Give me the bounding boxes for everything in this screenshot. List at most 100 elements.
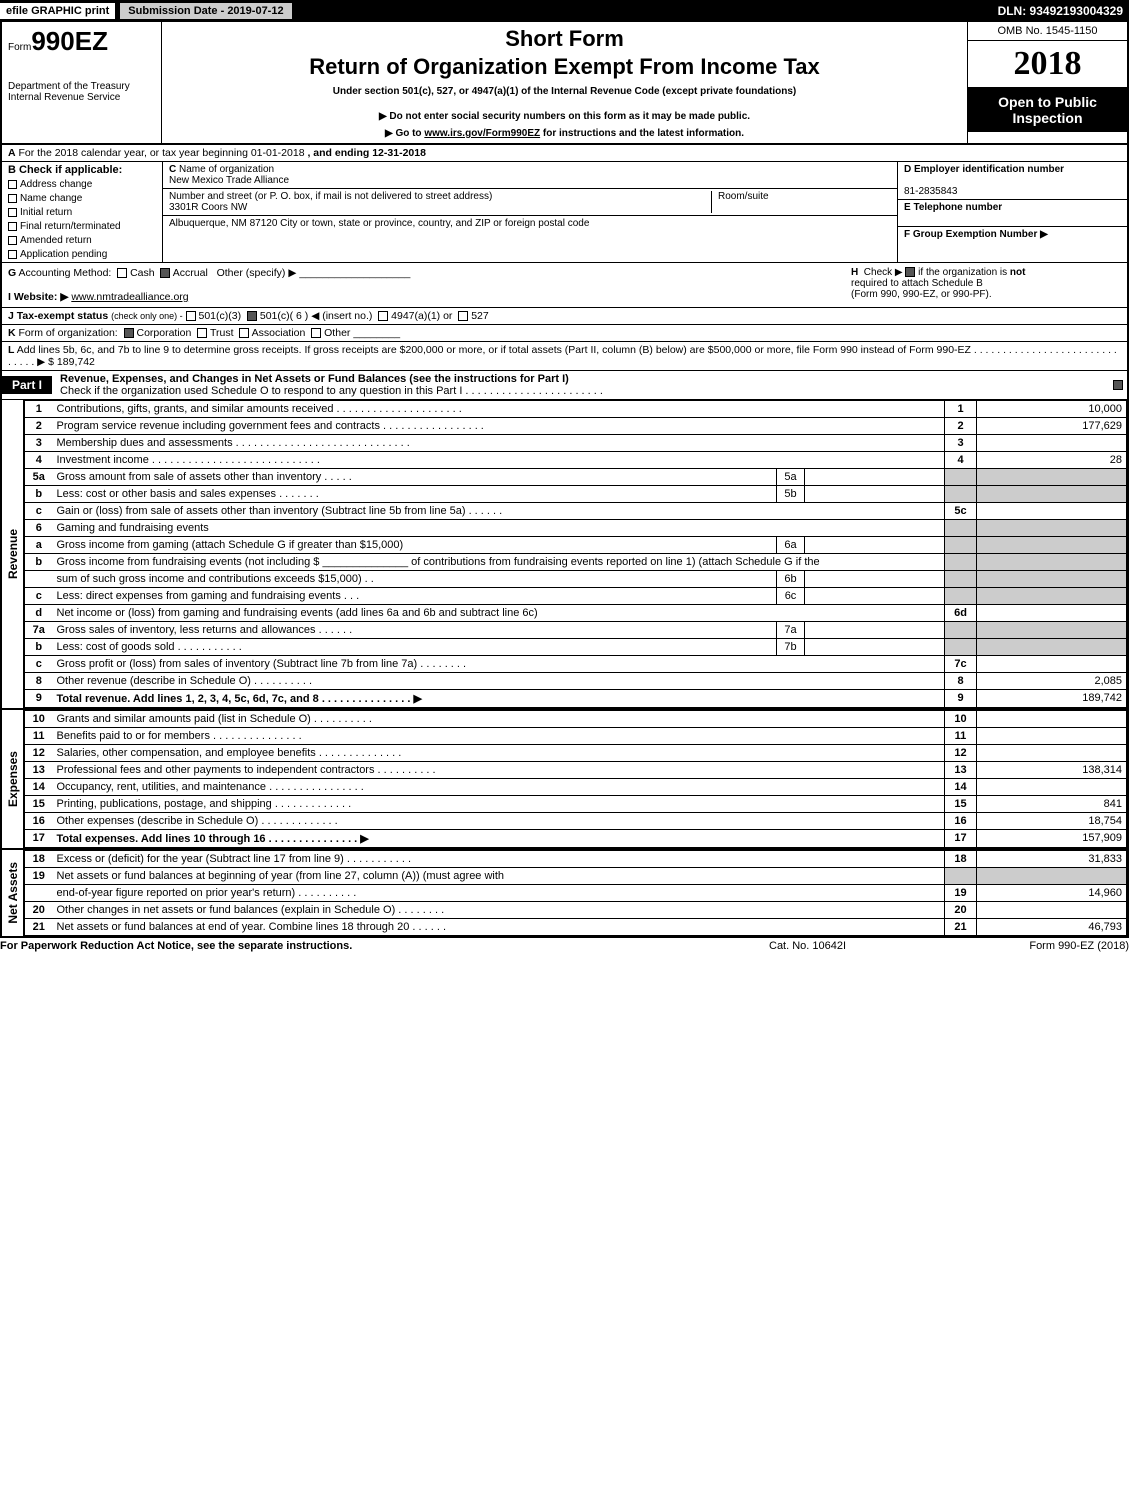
revenue-table: 1Contributions, gifts, grants, and simil… bbox=[24, 400, 1127, 708]
dept-treasury: Department of the Treasury bbox=[8, 81, 155, 92]
checkbox-icon[interactable] bbox=[8, 236, 17, 245]
line-num: d bbox=[25, 605, 53, 622]
line-ref: 14 bbox=[945, 779, 977, 796]
b-opt-address[interactable]: Address change bbox=[8, 179, 156, 190]
line-num: c bbox=[25, 503, 53, 520]
line-num: 13 bbox=[25, 762, 53, 779]
checkbox-icon[interactable] bbox=[197, 328, 207, 338]
line-ref: 5c bbox=[945, 503, 977, 520]
b-checkif: Check if applicable: bbox=[19, 164, 122, 176]
checkbox-icon[interactable] bbox=[124, 328, 134, 338]
line-desc: Gross income from fundraising events (no… bbox=[53, 554, 945, 571]
short-form-title: Short Form bbox=[166, 26, 963, 52]
c-name-label: Name of organization bbox=[179, 164, 274, 175]
table-row: 8Other revenue (describe in Schedule O) … bbox=[25, 673, 1127, 690]
table-row: bLess: cost or other basis and sales exp… bbox=[25, 486, 1127, 503]
line-amt: 10,000 bbox=[977, 401, 1127, 418]
mini-ref: 7b bbox=[777, 639, 805, 656]
part1-check-line: Check if the organization used Schedule … bbox=[60, 385, 603, 397]
website-link[interactable]: www.nmtradealliance.org bbox=[71, 291, 188, 303]
line-desc: sum of such gross income and contributio… bbox=[53, 571, 777, 588]
checkbox-icon[interactable] bbox=[458, 311, 468, 321]
checkbox-icon[interactable] bbox=[905, 267, 915, 277]
table-row: 7aGross sales of inventory, less returns… bbox=[25, 622, 1127, 639]
table-row: cGross profit or (loss) from sales of in… bbox=[25, 656, 1127, 673]
line-ref: 3 bbox=[945, 435, 977, 452]
label-c: C bbox=[169, 164, 176, 175]
checkbox-icon[interactable] bbox=[378, 311, 388, 321]
line-num: b bbox=[25, 486, 53, 503]
checkbox-icon[interactable] bbox=[8, 194, 17, 203]
mini-ref: 5a bbox=[777, 469, 805, 486]
line-ref: 12 bbox=[945, 745, 977, 762]
expenses-table: 10Grants and similar amounts paid (list … bbox=[24, 710, 1127, 848]
label-j: J Tax-exempt status bbox=[8, 310, 108, 322]
table-row: sum of such gross income and contributio… bbox=[25, 571, 1127, 588]
line-ref: 20 bbox=[945, 902, 977, 919]
checkbox-icon[interactable] bbox=[186, 311, 196, 321]
line-amt: 841 bbox=[977, 796, 1127, 813]
line-ref: 8 bbox=[945, 673, 977, 690]
label-g: G bbox=[8, 267, 16, 279]
b-opt-pending[interactable]: Application pending bbox=[8, 249, 156, 260]
b-opt-amended[interactable]: Amended return bbox=[8, 235, 156, 246]
b-opt-initial[interactable]: Initial return bbox=[8, 207, 156, 218]
checkbox-icon[interactable] bbox=[311, 328, 321, 338]
line-desc: Gross income from gaming (attach Schedul… bbox=[53, 537, 777, 554]
line-num: b bbox=[25, 639, 53, 656]
line-num: 18 bbox=[25, 851, 53, 868]
line-desc: Salaries, other compensation, and employ… bbox=[53, 745, 945, 762]
form-header: Form990EZ Department of the Treasury Int… bbox=[0, 22, 1129, 145]
j-o3: 4947(a)(1) or bbox=[391, 310, 452, 322]
goto-link[interactable]: www.irs.gov/Form990EZ bbox=[424, 128, 540, 139]
table-row: cGain or (loss) from sale of assets othe… bbox=[25, 503, 1127, 520]
line-desc: Gross profit or (loss) from sales of inv… bbox=[53, 656, 945, 673]
checkbox-icon[interactable] bbox=[239, 328, 249, 338]
table-row: 19Net assets or fund balances at beginni… bbox=[25, 868, 1127, 885]
netassets-table: 18Excess or (deficit) for the year (Subt… bbox=[24, 850, 1127, 936]
shade-cell bbox=[945, 520, 977, 537]
line-desc: Other revenue (describe in Schedule O) .… bbox=[53, 673, 945, 690]
line-amt: 31,833 bbox=[977, 851, 1127, 868]
submission-date: Submission Date - 2019-07-12 bbox=[119, 2, 292, 20]
checkbox-icon[interactable] bbox=[8, 180, 17, 189]
line-ref: 6d bbox=[945, 605, 977, 622]
shade-cell bbox=[945, 486, 977, 503]
j-row: J Tax-exempt status (check only one) - 5… bbox=[2, 308, 1127, 325]
return-title: Return of Organization Exempt From Incom… bbox=[166, 54, 963, 80]
checkbox-icon[interactable] bbox=[160, 268, 170, 278]
under-section: Under section 501(c), 527, or 4947(a)(1)… bbox=[166, 86, 963, 97]
b-opt-final[interactable]: Final return/terminated bbox=[8, 221, 156, 232]
checkbox-icon[interactable] bbox=[8, 208, 17, 217]
checkbox-icon[interactable] bbox=[8, 222, 17, 231]
part1-checkbox[interactable] bbox=[1109, 379, 1127, 391]
table-row: 14Occupancy, rent, utilities, and mainte… bbox=[25, 779, 1127, 796]
b-opt-name[interactable]: Name change bbox=[8, 193, 156, 204]
line-desc: Net assets or fund balances at end of ye… bbox=[53, 919, 945, 936]
h-not: not bbox=[1010, 267, 1026, 278]
line-desc: Occupancy, rent, utilities, and maintena… bbox=[53, 779, 945, 796]
line-num: 12 bbox=[25, 745, 53, 762]
cal-text: For the 2018 calendar year, or tax year … bbox=[19, 147, 305, 159]
line-amt: 46,793 bbox=[977, 919, 1127, 936]
shade-cell bbox=[977, 868, 1127, 885]
section-def: D Employer identification number 81-2835… bbox=[897, 162, 1127, 262]
table-row: 13Professional fees and other payments t… bbox=[25, 762, 1127, 779]
k-o2: Trust bbox=[210, 327, 234, 339]
mini-ref: 6c bbox=[777, 588, 805, 605]
checkbox-icon[interactable] bbox=[247, 311, 257, 321]
mini-val bbox=[805, 469, 945, 486]
c-addr-label: Number and street (or P. O. box, if mail… bbox=[169, 191, 492, 202]
line-desc: Less: direct expenses from gaming and fu… bbox=[53, 588, 777, 605]
k-text: Form of organization: bbox=[19, 327, 118, 339]
j-sub: (check only one) - bbox=[111, 311, 183, 321]
top-bar: efile GRAPHIC print Submission Date - 20… bbox=[0, 0, 1129, 22]
checkbox-icon[interactable] bbox=[8, 250, 17, 259]
line-ref: 1 bbox=[945, 401, 977, 418]
table-row: 2Program service revenue including gover… bbox=[25, 418, 1127, 435]
efile-button[interactable]: efile GRAPHIC print bbox=[0, 3, 115, 19]
section-b: B Check if applicable: Address change Na… bbox=[2, 162, 162, 262]
table-row: bGross income from fundraising events (n… bbox=[25, 554, 1127, 571]
label-l: L bbox=[8, 344, 14, 356]
checkbox-icon[interactable] bbox=[117, 268, 127, 278]
